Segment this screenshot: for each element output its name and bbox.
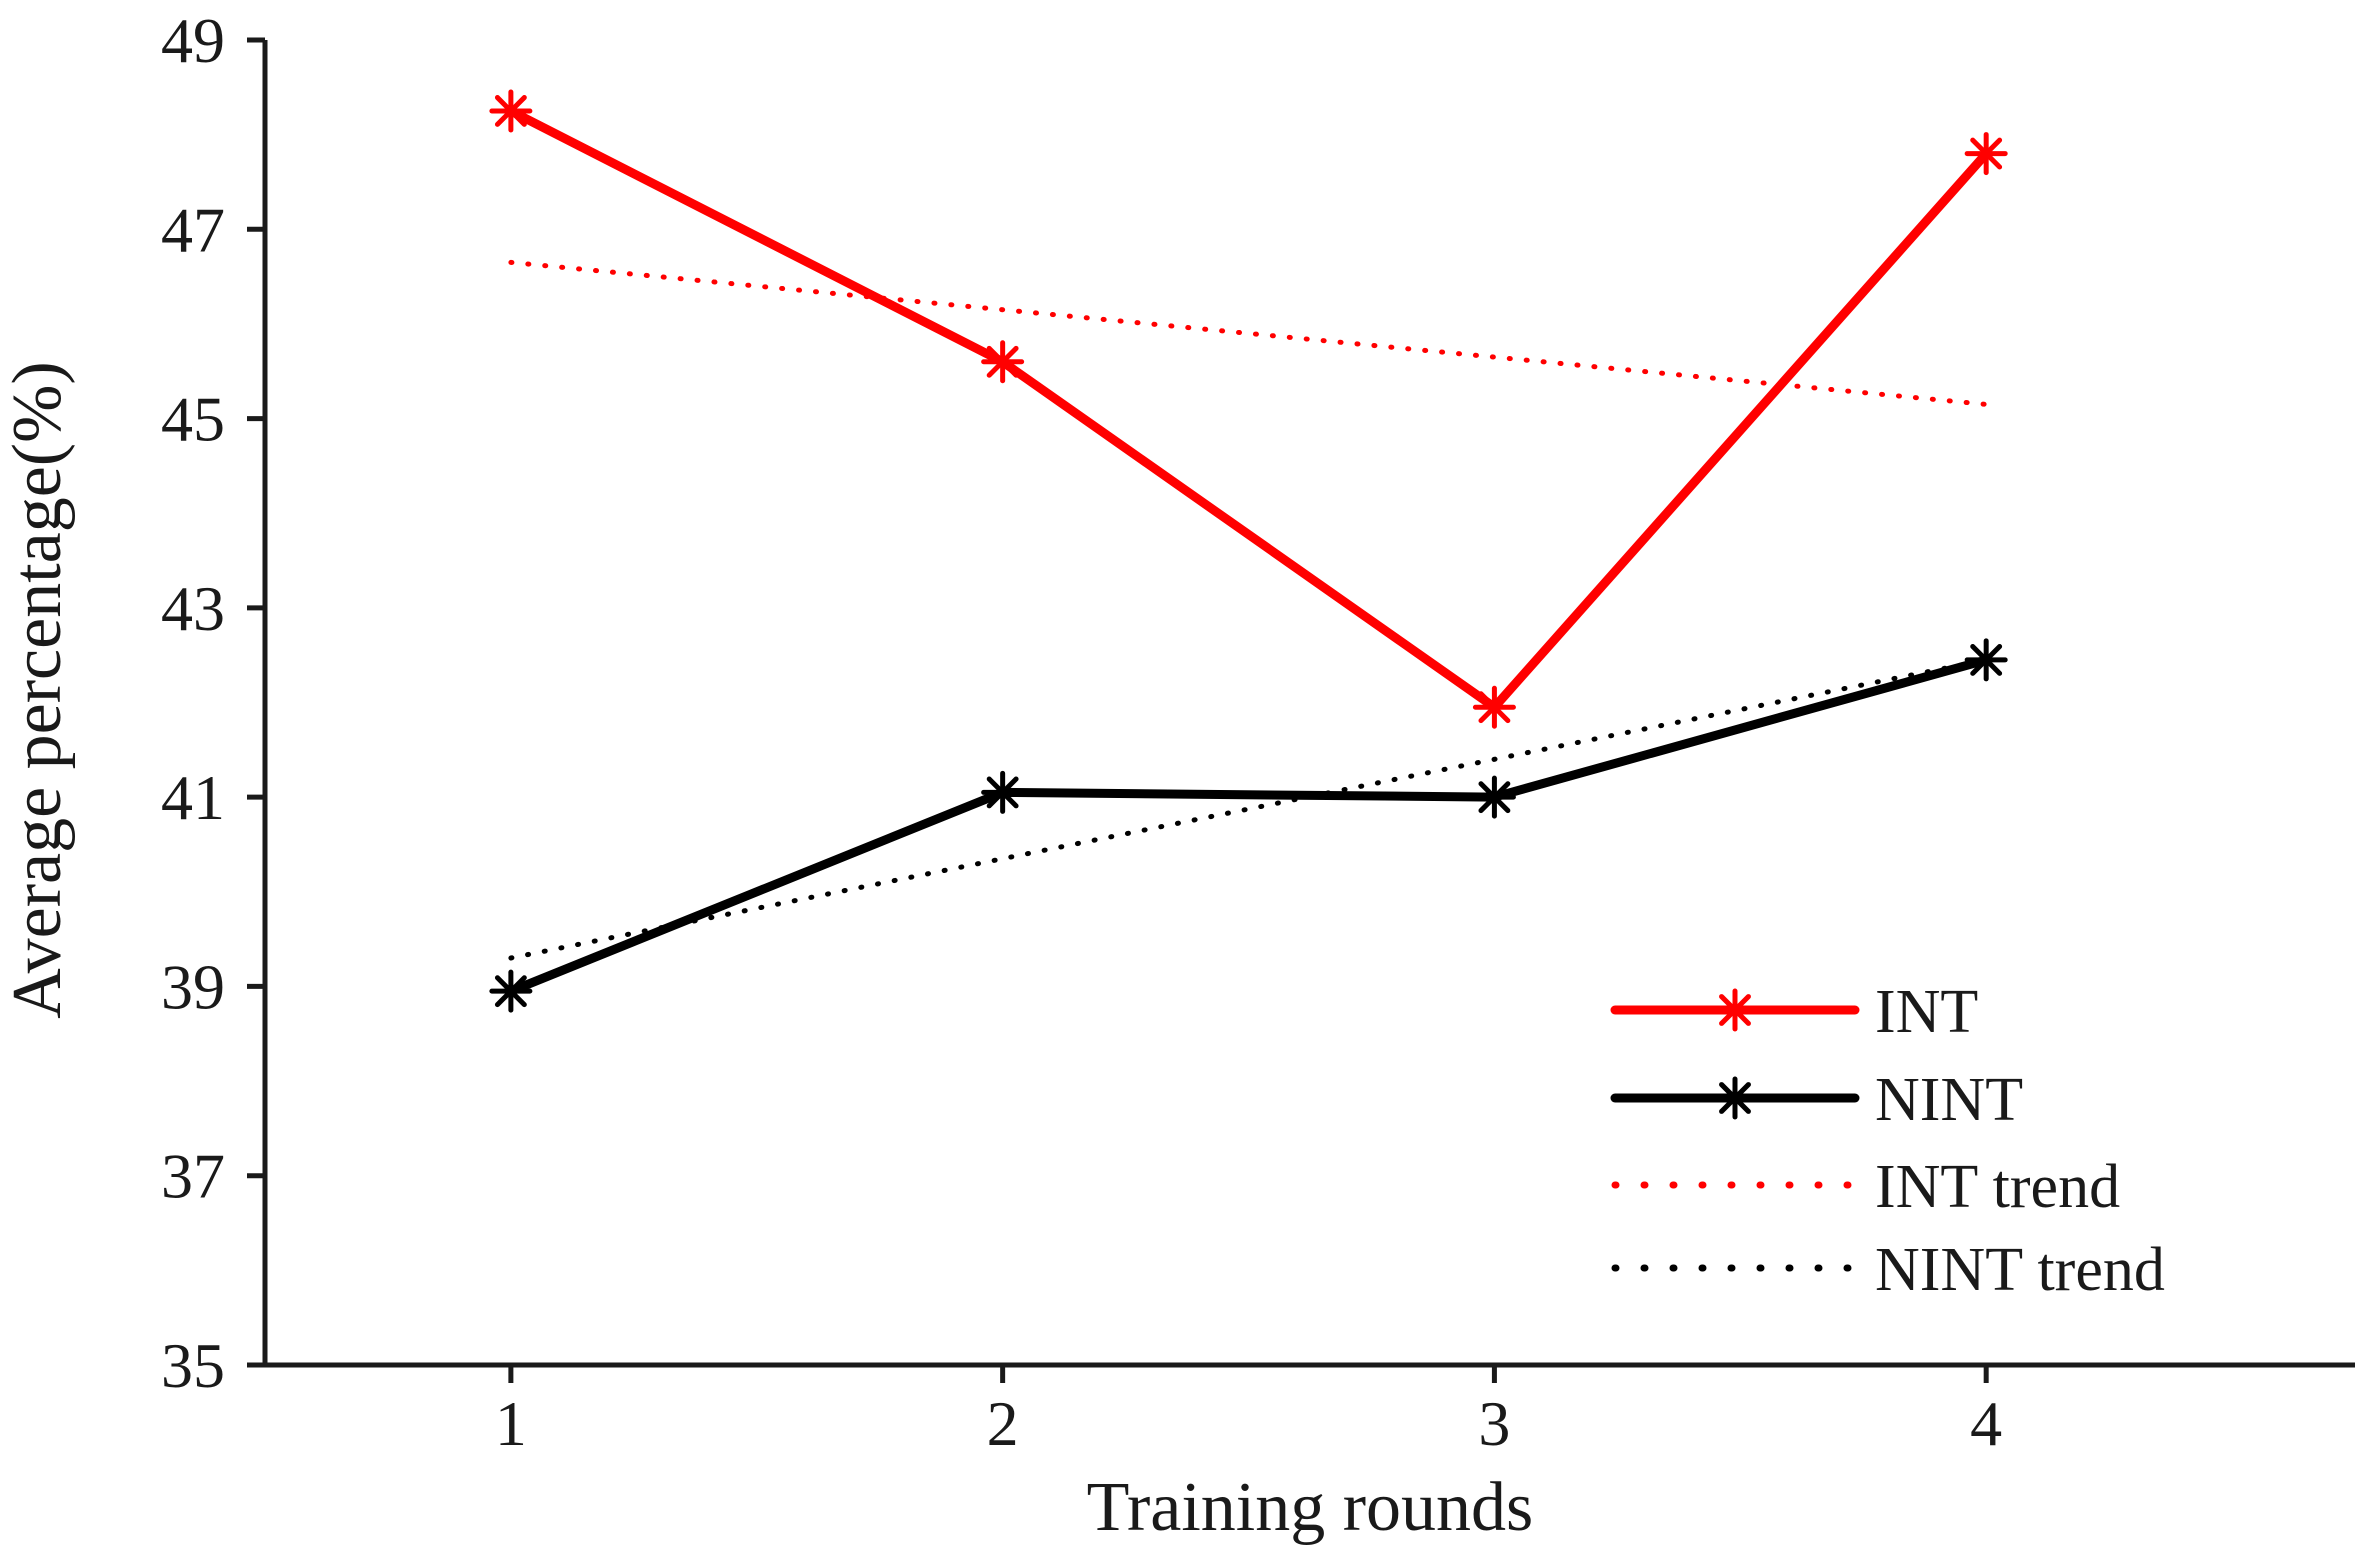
series-int-trend-line — [508, 259, 1989, 407]
marker-stroke — [1719, 1082, 1751, 1114]
series-nint-trend-line — [508, 657, 1989, 961]
y-tick-label: 39 — [161, 951, 225, 1022]
marker-stroke — [1970, 643, 2003, 676]
series-nint-line — [506, 655, 1991, 996]
series-int-line — [506, 106, 1991, 712]
y-tick-label: 49 — [161, 5, 225, 76]
legend-int-label: INT — [1875, 978, 1978, 1046]
legend-int-trend-label: INT trend — [1875, 1153, 2120, 1221]
x-axis-title: Training rounds — [1087, 1469, 1534, 1546]
marker-stroke — [986, 345, 1019, 378]
legend-nint-trend-label: NINT trend — [1875, 1236, 2165, 1304]
series-int-point — [1964, 132, 2008, 176]
legend-int-marker — [1713, 988, 1757, 1032]
legend-nint-marker — [1713, 1076, 1757, 1120]
marker-stroke — [1719, 994, 1751, 1026]
series-nint-point — [1472, 775, 1516, 819]
marker-stroke — [1970, 137, 2003, 170]
marker-stroke — [1478, 691, 1511, 724]
axes: 35 37 39 41 43 45 47 49 1 2 3 4 — [161, 5, 2355, 1459]
marker-stroke — [494, 975, 527, 1008]
series-int-point — [981, 340, 1025, 384]
y-tick-label: 47 — [161, 194, 225, 265]
series-int-point — [489, 89, 533, 133]
series-nint-point — [981, 770, 1025, 814]
y-tick-label: 35 — [161, 1330, 225, 1401]
x-tick-label: 2 — [987, 1388, 1019, 1459]
x-tick-label: 4 — [1970, 1388, 2002, 1459]
y-axis-title: Average percentage(%) — [0, 361, 76, 1018]
y-tick-label: 43 — [161, 573, 225, 644]
series-nint-point — [489, 969, 533, 1013]
series-int-point — [1472, 685, 1516, 729]
series-layer — [489, 89, 2008, 1013]
marker-stroke — [494, 95, 527, 127]
y-tick-label: 45 — [161, 384, 225, 455]
x-tick-label: 3 — [1478, 1388, 1510, 1459]
x-tick-label: 1 — [495, 1388, 527, 1459]
series-nint-point — [1964, 638, 2008, 682]
legend: INT NINT INT trend NINT trend — [1610, 978, 2165, 1304]
y-tick-label: 41 — [161, 762, 225, 833]
legend-nint-label: NINT — [1875, 1066, 2023, 1134]
marker-stroke — [986, 776, 1019, 809]
marker-stroke — [1478, 781, 1511, 814]
y-tick-label: 37 — [161, 1141, 225, 1212]
